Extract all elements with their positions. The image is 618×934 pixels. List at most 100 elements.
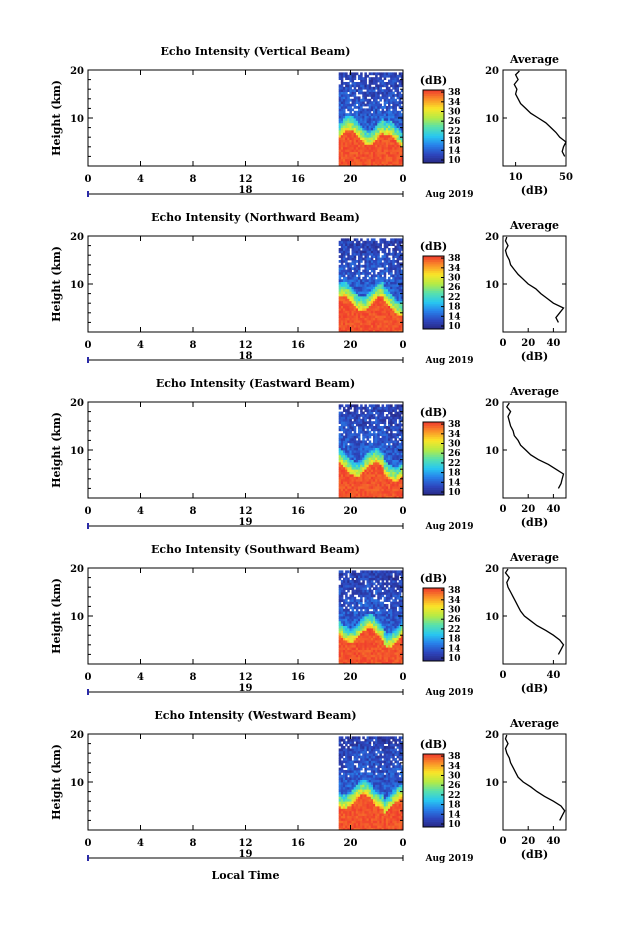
heatmap-cell — [397, 87, 400, 90]
heatmap-cell — [399, 250, 402, 253]
heatmap-cell — [369, 99, 372, 102]
heatmap-cell — [358, 241, 361, 244]
heatmap-cell — [390, 404, 393, 407]
x-tick-label: 8 — [190, 174, 197, 185]
panel-title: Echo Intensity (Westward Beam) — [154, 709, 356, 722]
colorbar-tick-label: 26 — [448, 449, 461, 459]
heatmap-cell — [390, 438, 393, 441]
heatmap-cell — [341, 736, 344, 739]
heatmap-cell — [375, 267, 378, 270]
x-tick-label: 20 — [344, 340, 358, 351]
heatmap-cell — [347, 250, 350, 253]
colorbar-tick-label: 30 — [448, 274, 461, 284]
heatmap-cell — [373, 431, 376, 434]
heatmap-cell — [362, 412, 365, 415]
heatmap-cell — [390, 270, 393, 273]
heatmap-cell — [379, 590, 382, 593]
heatmap-cell — [379, 243, 382, 246]
heatmap-cell — [390, 575, 393, 578]
heatmap-cell — [388, 248, 391, 251]
x-tick-label: 20 — [344, 672, 358, 683]
colorbar-tick-label: 18 — [448, 303, 461, 313]
profile-x-tick-label: 0 — [500, 504, 507, 515]
heatmap-cell — [345, 575, 348, 578]
colorbar-tick-label: 34 — [448, 98, 461, 108]
heatmap-cell — [384, 421, 387, 424]
heatmap-cell — [360, 609, 363, 612]
heatmap-cell — [384, 419, 387, 422]
heatmap-cell — [341, 756, 344, 759]
heatmap-cell — [386, 84, 389, 87]
heatmap-cell — [392, 243, 395, 246]
profile-line — [506, 237, 564, 322]
heatmap-cell — [360, 89, 363, 92]
heatmap-cell — [399, 104, 402, 107]
heatmap-cell — [399, 426, 402, 429]
heatmap-cell — [343, 426, 346, 429]
heatmap-cell — [394, 609, 397, 612]
profile-title: Average — [509, 219, 559, 232]
heatmap-cell — [339, 277, 342, 280]
heatmap-cell — [347, 238, 350, 241]
profile-y-tick-label: 10 — [485, 446, 499, 457]
heatmap-cell — [373, 89, 376, 92]
heatmap-cell — [364, 277, 367, 280]
colorbar — [423, 256, 444, 329]
colorbar-tick-label: 22 — [448, 459, 461, 469]
heatmap-cell — [379, 597, 382, 600]
heatmap-cell — [390, 431, 393, 434]
heatmap-cell — [354, 428, 357, 431]
beam-panel-0: Echo Intensity (Vertical Beam)Height (km… — [50, 45, 573, 200]
heatmap-cell — [375, 241, 378, 244]
heatmap-cell — [394, 590, 397, 593]
x-tick-label: 0 — [85, 174, 92, 185]
heatmap-cell — [360, 409, 363, 412]
heatmap-cell — [343, 111, 346, 114]
x-tick-label: 16 — [291, 506, 305, 517]
colorbar-tick-label: 30 — [448, 440, 461, 450]
heatmap-cell — [394, 72, 397, 75]
heatmap-cell — [367, 438, 370, 441]
heatmap-cell — [384, 238, 387, 241]
heatmap-cell — [354, 274, 357, 277]
day-label: 18 — [239, 351, 253, 362]
heatmap-cell — [371, 585, 374, 588]
heatmap-cell — [399, 414, 402, 417]
profile-x-label: (dB) — [521, 516, 548, 529]
heatmap-cell — [382, 602, 385, 605]
profile-x-tick-label: 40 — [546, 504, 560, 515]
heatmap-cell — [397, 578, 400, 581]
heatmap-cell — [392, 92, 395, 95]
heatmap-cell — [339, 407, 342, 410]
panel-title: Echo Intensity (Eastward Beam) — [156, 377, 355, 390]
heatmap-cell — [343, 274, 346, 277]
heatmap-cell — [384, 274, 387, 277]
profile-title: Average — [509, 385, 559, 398]
heatmap-cell — [367, 609, 370, 612]
heatmap-cell — [390, 272, 393, 275]
heatmap-cell — [349, 419, 352, 422]
heatmap-cell — [339, 602, 342, 605]
colorbar-tick-label: 22 — [448, 127, 461, 137]
heatmap-cell — [388, 250, 391, 253]
x-tick-label: 0 — [400, 506, 407, 517]
heatmap-cell — [360, 106, 363, 109]
profile-y-tick-label: 20 — [485, 398, 499, 409]
heatmap-cell — [349, 407, 352, 410]
heatmap-cell — [354, 597, 357, 600]
heatmap-cell — [388, 258, 391, 261]
heatmap-cell — [379, 99, 382, 102]
beam-panel-4: Echo Intensity (Westward Beam)Height (km… — [50, 709, 566, 864]
heatmap-cell — [384, 443, 387, 446]
heatmap-cell — [341, 77, 344, 80]
heatmap-cell — [360, 599, 363, 602]
heatmap-cell — [341, 433, 344, 436]
heatmap-cell — [341, 597, 344, 600]
heatmap-cell — [356, 609, 359, 612]
heatmap-cells — [339, 238, 404, 332]
heatmap-cell — [394, 419, 397, 422]
profile-x-tick-label: 10 — [509, 172, 523, 183]
heatmap-cell — [388, 104, 391, 107]
heatmap-cell — [375, 99, 378, 102]
heatmap-cell — [358, 262, 361, 265]
